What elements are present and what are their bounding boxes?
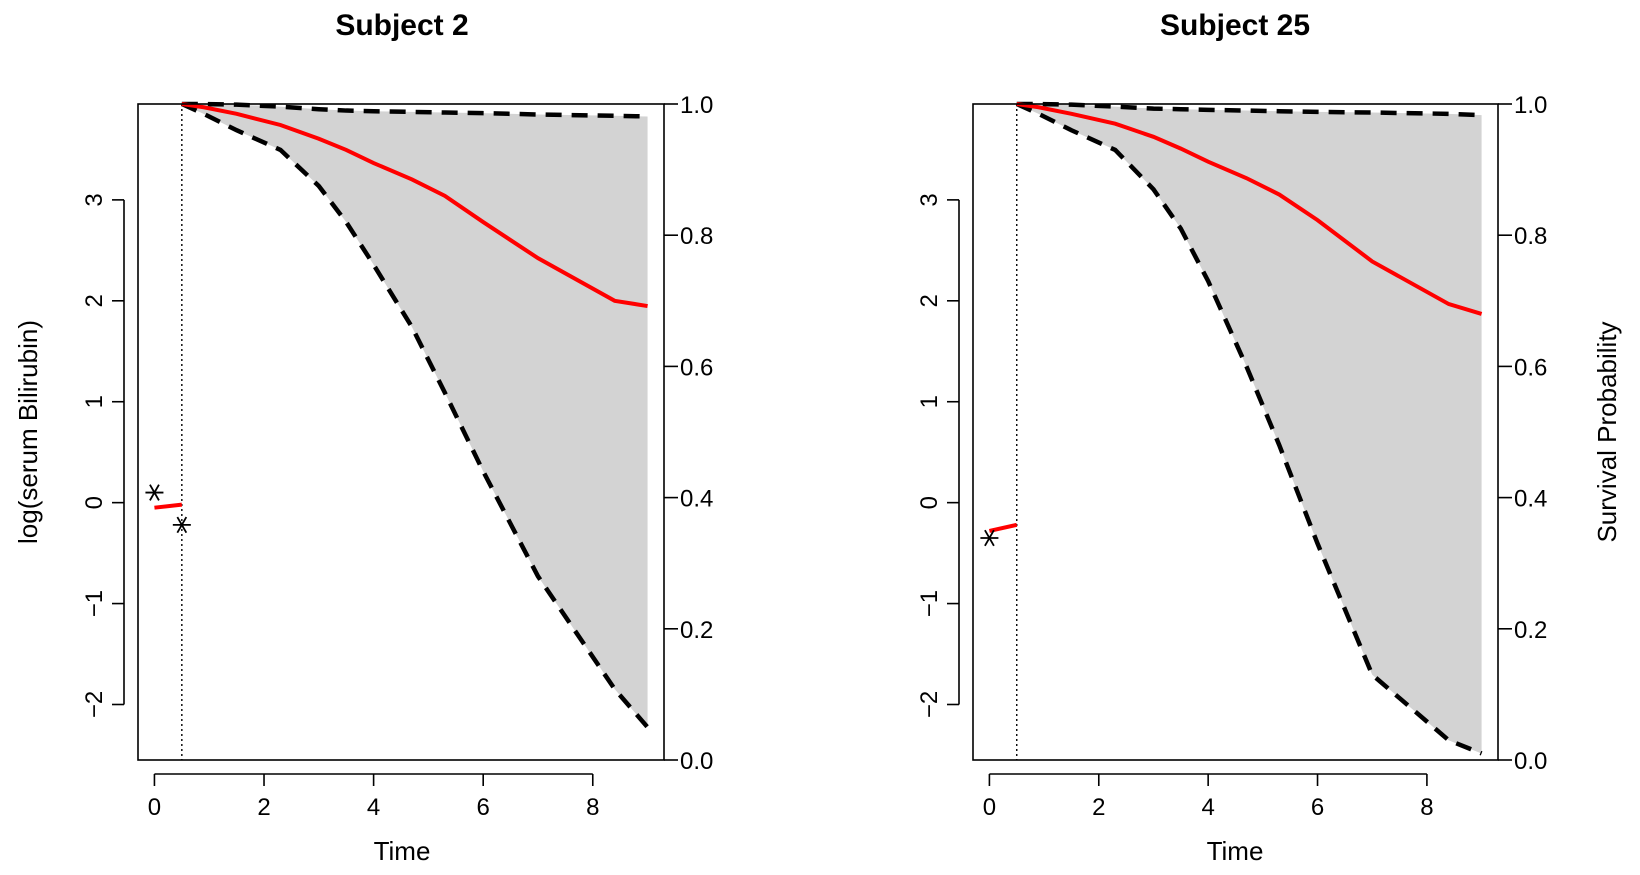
y2-tick-label: 0.0 xyxy=(680,748,713,775)
y-axis-label: log(serum Bilirubin) xyxy=(13,320,43,544)
y2-tick-label: 1.0 xyxy=(680,92,713,119)
y2-tick-label: 0.2 xyxy=(1514,617,1547,644)
y2-tick-label: 0.2 xyxy=(680,617,713,644)
observed-point xyxy=(980,529,999,547)
y-tick-label: 0 xyxy=(81,496,108,509)
x-tick-label: 4 xyxy=(1201,794,1214,821)
y2-tick-label: 0.4 xyxy=(1514,486,1547,513)
survival-ci-band xyxy=(181,104,648,728)
observed-point xyxy=(145,484,164,501)
x-tick-label: 4 xyxy=(367,794,380,821)
survival-lower-ci-line xyxy=(180,101,650,729)
x-axis-label: Time xyxy=(1207,836,1264,866)
y-tick-label: 1 xyxy=(916,395,943,408)
observed-point xyxy=(172,516,191,534)
y-tick-label: 3 xyxy=(81,193,108,206)
plot-box xyxy=(972,103,1499,761)
y-tick-label: 1 xyxy=(81,395,108,408)
longitudinal-fit-line xyxy=(988,522,1018,533)
y-tick-label: 2 xyxy=(916,294,943,307)
y2-tick-label: 0.8 xyxy=(680,223,713,250)
y-tick-label: 2 xyxy=(81,294,108,307)
chart-title: Subject 2 xyxy=(335,9,468,42)
y2-tick-label: 0.8 xyxy=(1514,223,1547,250)
y2-tick-label: 0.0 xyxy=(1514,748,1547,775)
y-tick-label: −2 xyxy=(916,691,943,718)
x-tick-label: 0 xyxy=(148,794,161,821)
chart-title: Subject 25 xyxy=(1160,9,1310,42)
x-tick-label: 8 xyxy=(586,794,599,821)
x-tick-label: 2 xyxy=(1092,794,1105,821)
longitudinal-fit-line xyxy=(154,502,183,510)
y2-tick-label: 0.6 xyxy=(680,354,713,381)
y2-tick-label: 0.4 xyxy=(680,486,713,513)
x-tick-label: 2 xyxy=(257,794,270,821)
y2-tick-label: 1.0 xyxy=(1514,92,1547,119)
y-tick-label: 3 xyxy=(916,193,943,206)
observed-point-stroke xyxy=(149,484,160,501)
x-tick-label: 8 xyxy=(1420,794,1433,821)
survival-ci-band xyxy=(1016,104,1482,754)
x-tick-label: 0 xyxy=(983,794,996,821)
survival-mean-line xyxy=(181,102,648,309)
y-tick-label: −1 xyxy=(916,590,943,617)
survival-mean-line xyxy=(1016,102,1483,316)
plot-box xyxy=(137,103,665,761)
observed-point-stroke xyxy=(984,529,995,547)
y-tick-label: −1 xyxy=(81,590,108,617)
y-tick-label: 0 xyxy=(916,496,943,509)
x-tick-label: 6 xyxy=(1311,794,1324,821)
x-axis-label: Time xyxy=(374,836,431,866)
y-tick-label: −2 xyxy=(81,691,108,718)
x-tick-label: 6 xyxy=(477,794,490,821)
observed-point-stroke xyxy=(176,516,188,534)
y2-axis-label: Survival Probability xyxy=(1592,321,1622,542)
y2-tick-label: 0.6 xyxy=(1514,354,1547,381)
survival-lower-ci-line xyxy=(1015,101,1483,756)
